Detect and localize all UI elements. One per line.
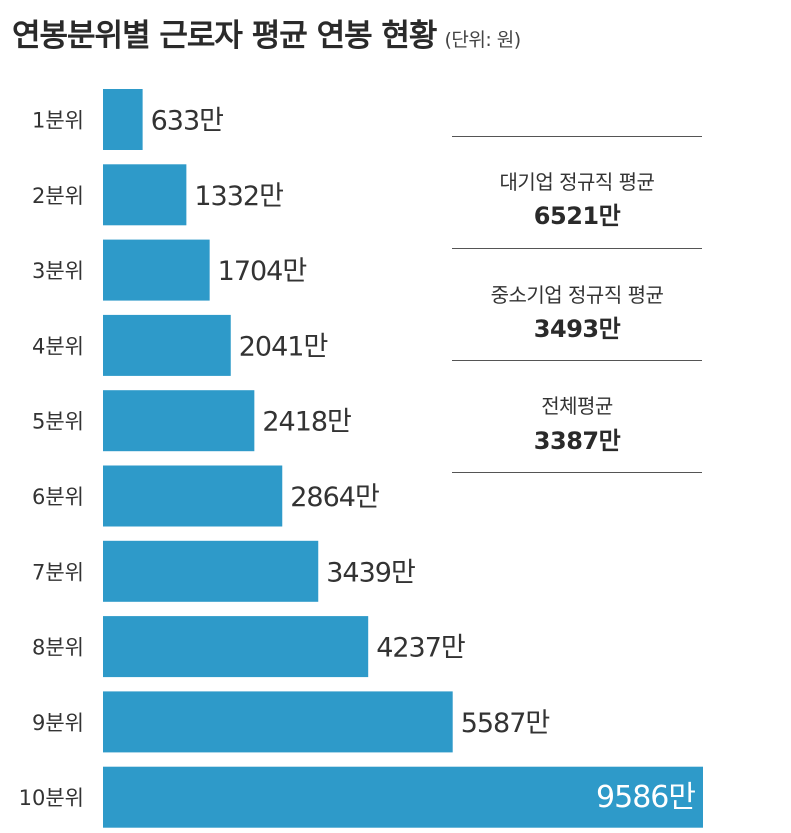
value-label: 1704만: [218, 256, 307, 287]
category-label: 4분위: [32, 334, 84, 358]
category-label: 9분위: [32, 711, 84, 735]
category-label: 3분위: [32, 259, 84, 283]
value-label: 9586만: [596, 780, 695, 815]
value-label: 3439만: [326, 557, 415, 588]
summary-divider: [452, 360, 702, 361]
summary-label-large-corp: 대기업 정규직 평균: [499, 170, 655, 194]
category-label: 5분위: [32, 410, 84, 434]
bar: [103, 616, 369, 678]
bar: [103, 766, 703, 828]
category-label: 6분위: [32, 485, 84, 509]
summary-value-sme: 3493만: [533, 315, 621, 343]
bar: [103, 465, 283, 527]
value-label: 2864만: [290, 482, 379, 513]
bar: [103, 390, 255, 452]
value-label: 2418만: [262, 407, 351, 438]
unit-note: (단위: 원): [444, 29, 521, 51]
summary-divider: [452, 472, 702, 473]
summary-divider: [452, 248, 702, 249]
bar: [103, 314, 231, 376]
category-label: 10분위: [19, 786, 84, 810]
summary-label-sme: 중소기업 정규직 평균: [490, 283, 664, 307]
summary-value-large-corp: 6521만: [533, 202, 621, 230]
category-label: 1분위: [32, 109, 84, 133]
value-label: 1332만: [194, 181, 283, 212]
bar: [103, 164, 187, 226]
summary-label-overall: 전체평균: [541, 394, 613, 418]
title-row: 연봉분위별 근로자 평균 연봉 현황 (단위: 원): [12, 10, 521, 55]
summary-value-overall: 3387만: [533, 427, 621, 455]
chart-title: 연봉분위별 근로자 평균 연봉 현황: [12, 18, 437, 54]
category-label: 8분위: [32, 636, 84, 660]
category-label: 2분위: [32, 184, 84, 208]
category-label: 7분위: [32, 560, 84, 584]
summary-divider: [452, 136, 702, 137]
value-label: 633만: [151, 106, 224, 137]
value-label: 4237만: [376, 633, 465, 664]
bar: [103, 89, 143, 150]
value-label: 2041만: [239, 331, 328, 362]
bar: [103, 691, 453, 753]
bar: [103, 239, 210, 301]
value-label: 5587만: [461, 708, 550, 739]
bar: [103, 540, 319, 602]
